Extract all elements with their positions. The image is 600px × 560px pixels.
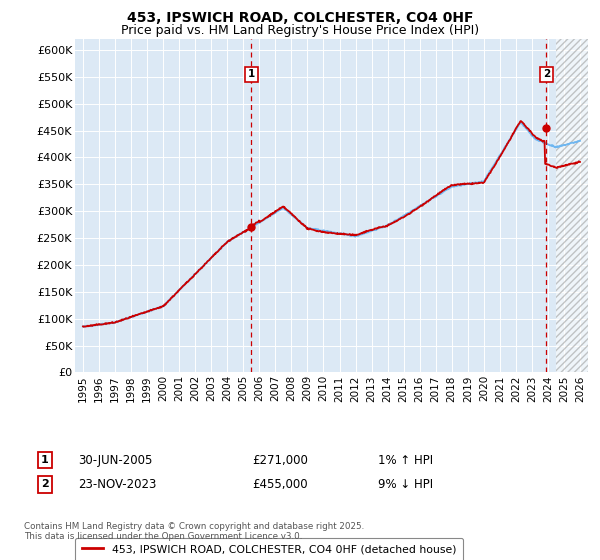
Text: 1: 1 bbox=[248, 69, 255, 79]
Text: 1% ↑ HPI: 1% ↑ HPI bbox=[378, 454, 433, 467]
Text: Contains HM Land Registry data © Crown copyright and database right 2025.
This d: Contains HM Land Registry data © Crown c… bbox=[24, 522, 364, 542]
Text: 1: 1 bbox=[41, 455, 49, 465]
Text: Price paid vs. HM Land Registry's House Price Index (HPI): Price paid vs. HM Land Registry's House … bbox=[121, 24, 479, 37]
Text: 23-NOV-2023: 23-NOV-2023 bbox=[78, 478, 157, 491]
Bar bbox=[556, 39, 588, 372]
Text: 2: 2 bbox=[542, 69, 550, 79]
Legend: 453, IPSWICH ROAD, COLCHESTER, CO4 0HF (detached house), HPI: Average price, det: 453, IPSWICH ROAD, COLCHESTER, CO4 0HF (… bbox=[75, 538, 463, 560]
Text: £271,000: £271,000 bbox=[252, 454, 308, 467]
Text: 453, IPSWICH ROAD, COLCHESTER, CO4 0HF: 453, IPSWICH ROAD, COLCHESTER, CO4 0HF bbox=[127, 11, 473, 25]
Text: 30-JUN-2005: 30-JUN-2005 bbox=[78, 454, 152, 467]
Text: 9% ↓ HPI: 9% ↓ HPI bbox=[378, 478, 433, 491]
Text: 2: 2 bbox=[41, 479, 49, 489]
Text: £455,000: £455,000 bbox=[252, 478, 308, 491]
